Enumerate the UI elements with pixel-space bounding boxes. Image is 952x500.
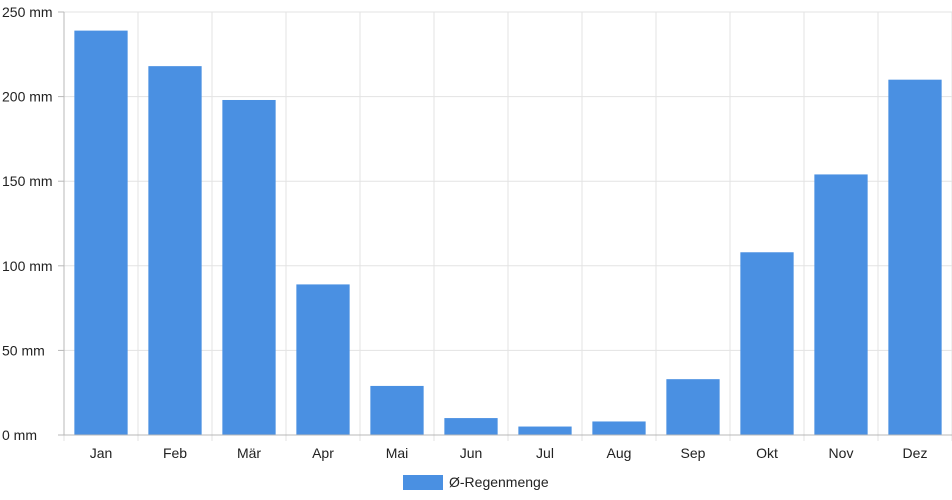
axes: 0 mm 50 mm 100 mm 150 mm 200 mm 250 mm Jan Feb M… — [2, 4, 952, 461]
y-tick-label: 250 mm — [2, 4, 53, 20]
x-tick-label: Feb — [163, 445, 187, 461]
y-tick-label: 0 mm — [2, 427, 37, 443]
bar-nov[interactable] — [814, 174, 868, 435]
x-tick-label: Jul — [536, 445, 554, 461]
x-tick-label: Mär — [237, 445, 261, 461]
bar-okt[interactable] — [740, 252, 794, 435]
y-tick-label: 200 mm — [2, 89, 53, 105]
x-tick-label: Apr — [312, 445, 334, 461]
x-tick-label: Jan — [90, 445, 113, 461]
legend-label[interactable]: Ø-Regenmenge — [449, 474, 549, 490]
bars — [74, 30, 942, 436]
bar-mai[interactable] — [370, 385, 424, 435]
y-tick-label: 150 mm — [2, 173, 53, 189]
grid — [63, 11, 952, 441]
x-tick-label: Sep — [681, 445, 706, 461]
x-tick-label: Dez — [903, 445, 928, 461]
x-tick-label: Jun — [460, 445, 483, 461]
legend-swatch[interactable] — [403, 475, 443, 490]
bar-jul[interactable] — [518, 426, 572, 435]
bar-jan[interactable] — [74, 30, 128, 435]
bar-aug[interactable] — [592, 421, 646, 435]
x-tick-label: Okt — [756, 445, 778, 461]
x-tick-label: Mai — [386, 445, 409, 461]
y-tick-label: 100 mm — [2, 258, 53, 274]
x-tick-label: Nov — [829, 445, 854, 461]
bar-dez[interactable] — [888, 79, 942, 436]
bar-feb[interactable] — [148, 66, 202, 436]
bar-jun[interactable] — [444, 418, 498, 435]
bar-apr[interactable] — [296, 284, 350, 435]
bar-mär[interactable] — [222, 99, 276, 435]
x-tick-label: Aug — [607, 445, 632, 461]
legend[interactable]: Ø-Regenmenge — [403, 474, 549, 490]
bar-sep[interactable] — [666, 379, 720, 435]
y-tick-label: 50 mm — [2, 342, 45, 358]
